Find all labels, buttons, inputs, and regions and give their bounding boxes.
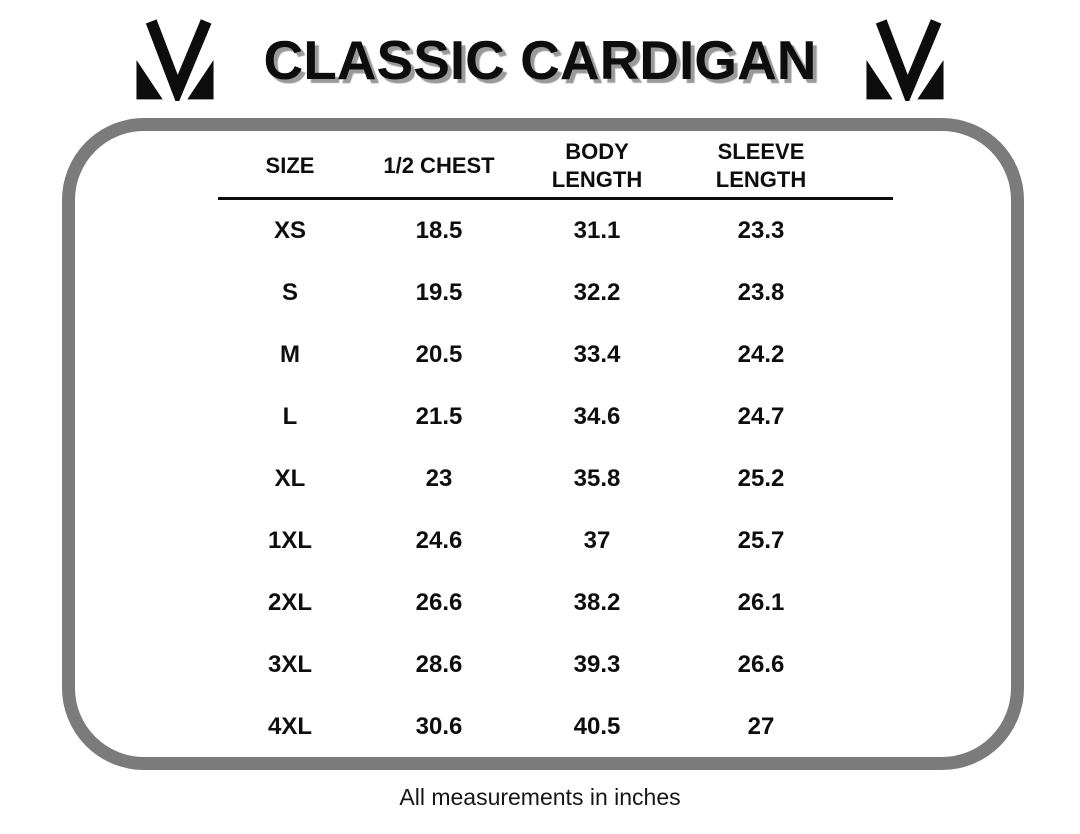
cell-size: 2XL <box>267 589 312 616</box>
page-title: CLASSIC CARDIGAN <box>263 29 817 91</box>
cell-half-chest: 26.6 <box>415 589 463 616</box>
cell-half-chest: 28.6 <box>415 651 463 678</box>
column-header-sleeve-length: SLEEVE LENGTH <box>715 139 807 192</box>
column-header-body-length: BODY LENGTH <box>551 139 643 192</box>
cell-half-chest: 18.5 <box>415 217 463 244</box>
title-bar: CLASSIC CARDIGAN <box>0 12 1080 108</box>
table-row-2xl: 2XL 26.6 38.2 26.1 <box>215 572 893 634</box>
table-row-m: M 20.5 33.4 24.2 <box>215 324 893 386</box>
cell-size: S <box>281 279 298 306</box>
cell-body-length: 34.6 <box>573 403 621 430</box>
table-row-1xl: 1XL 24.6 37 25.7 <box>215 510 893 572</box>
cell-sleeve-length: 24.7 <box>737 403 785 430</box>
brand-m-logo-right-icon <box>857 19 953 101</box>
table-row-4xl: 4XL 30.6 40.5 27 <box>215 696 893 758</box>
cell-sleeve-length: 25.7 <box>737 527 785 554</box>
cell-half-chest: 19.5 <box>415 279 463 306</box>
cell-body-length: 31.1 <box>573 217 621 244</box>
cell-size: XS <box>273 217 306 244</box>
cell-sleeve-length: 25.2 <box>737 465 785 492</box>
cell-sleeve-length: 27 <box>747 713 775 740</box>
table-row-s: S 19.5 32.2 23.8 <box>215 262 893 324</box>
cell-body-length: 33.4 <box>573 341 621 368</box>
cell-half-chest: 23 <box>425 465 453 492</box>
cell-body-length: 40.5 <box>573 713 621 740</box>
cell-size: L <box>282 403 298 430</box>
table-row-xs: XS 18.5 31.1 23.3 <box>215 200 893 262</box>
cell-size: M <box>280 341 300 368</box>
cell-sleeve-length: 24.2 <box>737 341 785 368</box>
cell-half-chest: 20.5 <box>415 341 463 368</box>
cell-sleeve-length: 23.8 <box>737 279 785 306</box>
cell-body-length: 37 <box>583 527 611 554</box>
size-chart-frame <box>62 118 1024 770</box>
measurements-note: All measurements in inches <box>399 784 681 810</box>
size-table: SIZE 1/2 CHEST BODY LENGTH SLEEVE LENGTH… <box>215 134 893 740</box>
cell-size: 3XL <box>267 651 312 678</box>
brand-m-logo-left-icon <box>127 19 223 101</box>
column-header-half-chest: 1/2 CHEST <box>383 153 495 179</box>
cell-body-length: 32.2 <box>573 279 621 306</box>
header-divider <box>218 197 893 200</box>
table-row-xl: XL 23 35.8 25.2 <box>215 448 893 510</box>
cell-sleeve-length: 26.1 <box>737 589 785 616</box>
cell-half-chest: 24.6 <box>415 527 463 554</box>
cell-sleeve-length: 26.6 <box>737 651 785 678</box>
cell-size: XL <box>274 465 306 492</box>
cell-sleeve-length: 23.3 <box>737 217 785 244</box>
cell-half-chest: 30.6 <box>415 713 463 740</box>
table-body: XS 18.5 31.1 23.3 S 19.5 32.2 23.8 M 20.… <box>215 200 893 758</box>
cell-half-chest: 21.5 <box>415 403 463 430</box>
column-header-size: SIZE <box>265 153 315 179</box>
cell-body-length: 35.8 <box>573 465 621 492</box>
cell-body-length: 39.3 <box>573 651 621 678</box>
table-row-l: L 21.5 34.6 24.7 <box>215 386 893 448</box>
cell-size: 1XL <box>267 527 312 554</box>
table-header-row: SIZE 1/2 CHEST BODY LENGTH SLEEVE LENGTH <box>215 134 893 198</box>
cell-body-length: 38.2 <box>573 589 621 616</box>
table-row-3xl: 3XL 28.6 39.3 26.6 <box>215 634 893 696</box>
cell-size: 4XL <box>267 713 312 740</box>
